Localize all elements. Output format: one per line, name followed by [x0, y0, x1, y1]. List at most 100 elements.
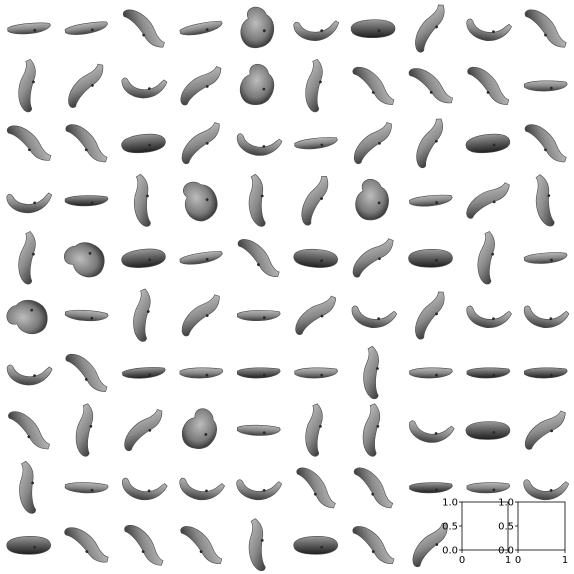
banana-image-92 — [64, 527, 109, 563]
banana-image-46 — [293, 248, 338, 268]
banana-image-75 — [236, 424, 281, 436]
banana-image-90 — [523, 479, 570, 501]
banana-image-47 — [352, 238, 394, 278]
banana-image-6 — [293, 20, 340, 42]
banana-image-51 — [6, 299, 48, 335]
banana-image-18 — [408, 68, 453, 104]
banana-image-19 — [467, 66, 510, 105]
y-tick-label: 0.5 — [498, 522, 514, 533]
banana-image-86 — [296, 467, 336, 509]
banana-image-42 — [63, 242, 105, 278]
banana-image-76 — [305, 403, 323, 457]
banana-image-88 — [409, 482, 453, 494]
banana-image-43 — [121, 248, 166, 268]
banana-image-22 — [65, 124, 108, 163]
banana-image-74 — [181, 408, 217, 449]
banana-image-13 — [121, 77, 168, 99]
banana-image-16 — [305, 58, 323, 113]
banana-image-98 — [412, 522, 448, 568]
axes-frame — [461, 501, 509, 551]
banana-image-78 — [409, 420, 455, 443]
banana-image-70 — [523, 367, 568, 379]
banana-image-80 — [524, 410, 566, 450]
banana-image-94 — [180, 526, 223, 565]
banana-image-44 — [179, 251, 223, 265]
banana-image-85 — [236, 479, 283, 501]
banana-image-67 — [363, 345, 379, 400]
banana-image-23 — [121, 133, 166, 154]
banana-image-57 — [351, 305, 398, 328]
banana-image-7 — [350, 19, 396, 39]
banana-image-64 — [179, 367, 224, 379]
banana-image-87 — [353, 467, 394, 509]
banana-image-1 — [7, 22, 51, 35]
y-tick-label: 1.0 — [442, 498, 458, 509]
banana-image-36 — [301, 175, 329, 226]
banana-image-30 — [524, 124, 567, 163]
banana-image-68 — [409, 367, 453, 379]
banana-image-5 — [240, 6, 275, 49]
banana-image-89 — [466, 482, 511, 494]
banana-image-37 — [355, 179, 389, 221]
banana-image-55 — [236, 310, 281, 322]
banana-image-66 — [294, 367, 339, 379]
banana-image-53 — [133, 288, 151, 342]
banana-image-56 — [295, 295, 337, 335]
empty-axes-2: 0.00.51.00 1 — [498, 498, 568, 567]
banana-image-95 — [248, 518, 266, 572]
banana-image-77 — [362, 403, 381, 457]
banana-image-83 — [122, 477, 168, 501]
banana-image-20 — [523, 80, 568, 92]
axes-frame — [517, 501, 566, 551]
y-tick-label: 0.0 — [442, 546, 458, 557]
y-tick-label: 1.0 — [498, 498, 514, 509]
banana-image-81 — [19, 460, 37, 514]
banana-image-96 — [293, 535, 339, 555]
banana-image-61 — [6, 364, 53, 386]
x-tick-label: 0 — [459, 555, 465, 566]
y-tick-label: 0.0 — [498, 546, 514, 557]
banana-image-52 — [64, 309, 109, 322]
banana-image-79 — [465, 421, 511, 440]
banana-image-11 — [18, 58, 36, 113]
banana-image-28 — [416, 118, 444, 169]
banana-image-32 — [64, 195, 109, 207]
banana-image-12 — [68, 63, 104, 108]
banana-image-40 — [535, 174, 555, 227]
banana-image-39 — [466, 182, 510, 219]
banana-image-24 — [181, 122, 220, 165]
banana-image-63 — [122, 367, 166, 379]
banana-image-17 — [352, 66, 395, 105]
banana-image-4 — [179, 20, 223, 36]
banana-image-34 — [182, 181, 218, 222]
banana-image-97 — [352, 526, 395, 565]
banana-image-58 — [415, 291, 445, 340]
banana-image-41 — [18, 231, 36, 285]
banana-image-73 — [124, 409, 163, 452]
banana-image-69 — [466, 367, 511, 379]
banana-image-15 — [239, 63, 275, 105]
x-tick-label: 1 — [562, 555, 568, 566]
banana-image-49 — [477, 231, 495, 285]
banana-image-33 — [134, 173, 151, 227]
banana-image-50 — [523, 252, 568, 264]
empty-axes-1: 0.0 0.5 1.0 0 1 — [442, 498, 511, 567]
banana-image-27 — [353, 122, 392, 165]
banana-image-48 — [408, 248, 453, 268]
banana-image-8 — [415, 4, 445, 53]
x-tick-label: 1 — [505, 555, 511, 566]
banana-image-2 — [64, 21, 108, 35]
banana-image-59 — [466, 305, 512, 328]
banana-image-10 — [524, 9, 567, 48]
x-tick-label: 0 — [515, 555, 521, 566]
banana-image-29 — [465, 133, 511, 154]
banana-image-31 — [6, 192, 53, 214]
banana-image-62 — [65, 353, 108, 392]
banana-image-9 — [466, 18, 512, 41]
banana-image-60 — [523, 305, 570, 328]
banana-image-91 — [6, 535, 52, 555]
banana-image-54 — [181, 294, 220, 337]
